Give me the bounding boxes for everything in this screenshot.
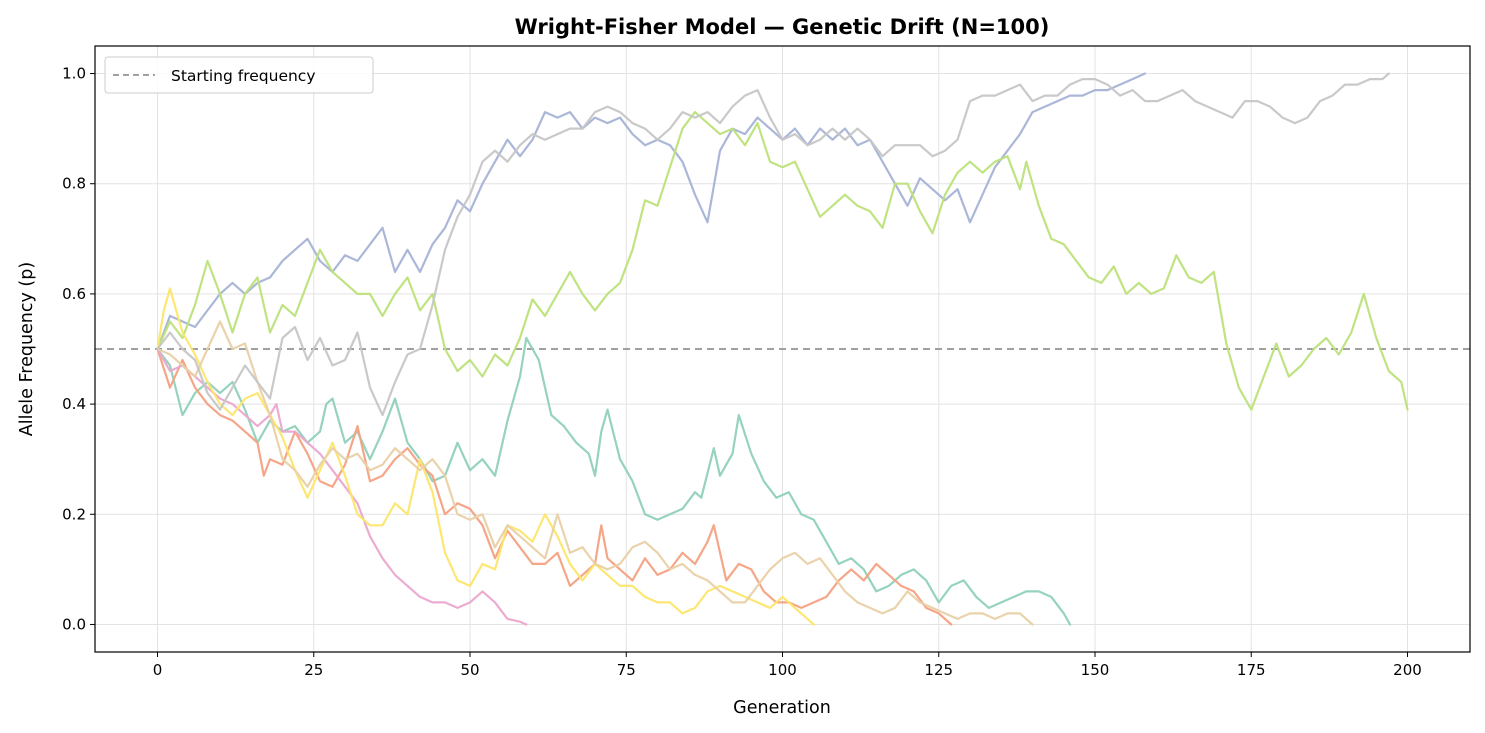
y-axis-label: Allele Frequency (p) [17,262,37,436]
y-tick-label: 0.6 [62,285,86,303]
x-axis-label: Generation [733,698,831,718]
series-line-1 [156,336,1072,626]
x-tick-label: 100 [768,661,797,679]
x-tick-label: 150 [1081,661,1110,679]
y-tick-label: 1.0 [62,65,86,83]
y-tick-label: 0.8 [62,175,86,193]
series-line-8 [156,72,1390,417]
y-tick-label: 0.2 [62,505,86,523]
x-tick-label: 175 [1237,661,1266,679]
x-tick-label: 125 [924,661,953,679]
series-line-6 [156,287,815,626]
series-line-2 [156,347,953,626]
series-line-7 [156,320,1034,626]
series-group [156,72,1409,626]
x-tick-label: 75 [617,661,636,679]
series-line-3 [156,72,1147,351]
x-tick-label: 200 [1393,661,1422,679]
series-line-4 [156,347,528,626]
y-tick-label: 0.4 [62,395,86,413]
chart-title: Wright-Fisher Model — Genetic Drift (N=1… [515,15,1050,39]
x-tick-label: 0 [153,661,163,679]
legend-entry-starting-frequency: Starting frequency [171,67,316,85]
y-axis-ticks: 0.0 0.2 0.4 0.6 0.8 1.0 [62,65,95,633]
x-tick-label: 50 [460,661,479,679]
x-tick-label: 25 [304,661,323,679]
series-line-5 [156,111,1409,411]
legend: Starting frequency [104,56,374,94]
x-axis-ticks: 0 25 50 75 100 125 150 175 200 [153,652,1422,679]
y-tick-label: 0.0 [62,615,86,633]
legend-box [104,56,374,94]
